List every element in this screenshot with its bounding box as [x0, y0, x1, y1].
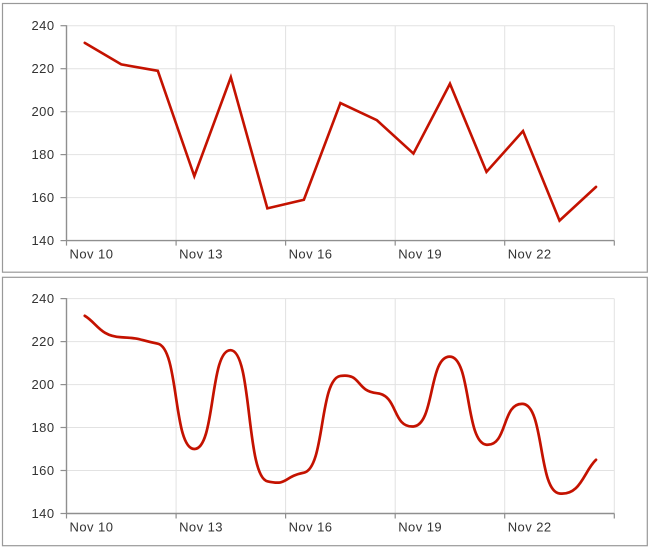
svg-text:Nov 13: Nov 13 [179, 520, 223, 535]
svg-text:Nov 16: Nov 16 [289, 520, 333, 535]
svg-text:Nov 13: Nov 13 [179, 247, 223, 262]
svg-text:220: 220 [31, 334, 54, 349]
svg-text:160: 160 [31, 463, 54, 478]
svg-text:140: 140 [31, 233, 54, 248]
svg-text:Nov 10: Nov 10 [70, 520, 114, 535]
svg-text:Nov 16: Nov 16 [289, 247, 333, 262]
svg-text:200: 200 [31, 377, 54, 392]
svg-text:220: 220 [31, 61, 54, 76]
svg-text:160: 160 [31, 190, 54, 205]
svg-text:180: 180 [31, 420, 54, 435]
svg-text:Nov 19: Nov 19 [398, 247, 442, 262]
svg-text:Nov 10: Nov 10 [70, 247, 114, 262]
svg-text:Nov 22: Nov 22 [508, 520, 552, 535]
svg-text:180: 180 [31, 147, 54, 162]
svg-text:Nov 22: Nov 22 [508, 247, 552, 262]
svg-text:240: 240 [31, 291, 54, 306]
svg-text:200: 200 [31, 104, 54, 119]
svg-text:240: 240 [31, 18, 54, 33]
svg-text:140: 140 [31, 506, 54, 521]
svg-text:Nov 19: Nov 19 [398, 520, 442, 535]
